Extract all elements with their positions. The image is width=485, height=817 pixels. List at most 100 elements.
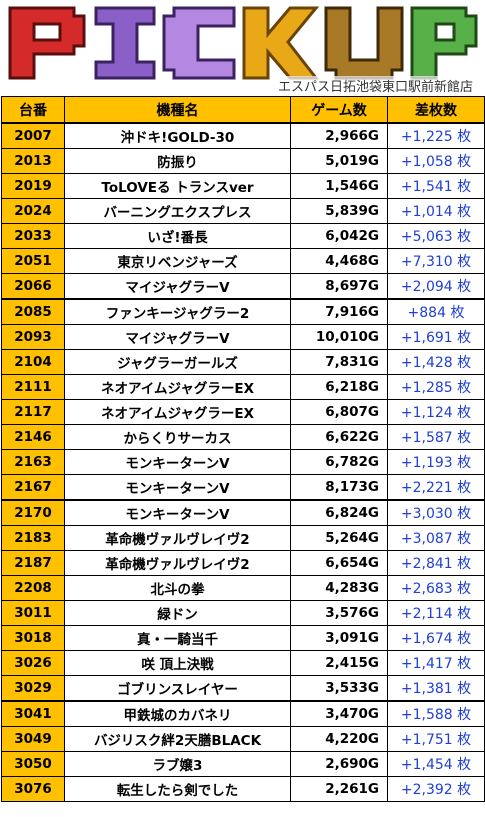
machine-number: 2170 [1, 499, 65, 526]
machine-number: 3050 [1, 751, 65, 777]
machine-name: 真・一騎当千 [64, 625, 291, 651]
game-count: 3,470G [290, 700, 388, 727]
table-row: 2093 マイジャグラーV 10,010G +1,691 枚 [1, 324, 485, 350]
game-count: 10,010G [290, 324, 388, 350]
table-row: 3050 ラブ嬢3 2,690G +1,454 枚 [1, 751, 485, 777]
coin-difference: +1,541 枚 [387, 173, 485, 199]
game-count: 6,042G [290, 223, 388, 249]
machine-name: バーニングエクスプレス [64, 198, 291, 224]
table-row: 2104 ジャグラーガールズ 7,831G +1,428 枚 [1, 349, 485, 375]
header: エスパス日拓池袋東口駅前新館店 [0, 0, 485, 96]
machine-name: ネオアイムジャグラーEX [64, 399, 291, 425]
col-header-diff: 差枚数 [387, 96, 485, 124]
machine-name: マイジャグラーV [64, 273, 291, 300]
machine-name: ToLOVEる トランスver [64, 173, 291, 199]
logo-letter-u [324, 6, 404, 80]
machine-number: 2146 [1, 424, 65, 450]
coin-difference: +3,030 枚 [387, 499, 485, 526]
game-count: 8,173G [290, 474, 388, 501]
store-name: エスパス日拓池袋東口駅前新館店 [275, 76, 475, 95]
coin-difference: +7,310 枚 [387, 248, 485, 274]
game-count: 3,533G [290, 675, 388, 702]
coin-difference: +1,193 枚 [387, 449, 485, 475]
coin-difference: +1,285 枚 [387, 374, 485, 400]
table-row: 2117 ネオアイムジャグラーEX 6,807G +1,124 枚 [1, 399, 485, 425]
machine-number: 2007 [1, 122, 65, 149]
machine-number: 2183 [1, 525, 65, 551]
game-count: 7,916G [290, 298, 388, 325]
table-row: 3049 バジリスク絆2天膳BLACK 4,220G +1,751 枚 [1, 726, 485, 752]
col-header-games: ゲーム数 [290, 96, 388, 124]
machine-name: ネオアイムジャグラーEX [64, 374, 291, 400]
table-row: 3026 咲 頂上決戦 2,415G +1,417 枚 [1, 650, 485, 676]
machine-number: 2051 [1, 248, 65, 274]
logo-letter-p2 [410, 6, 478, 80]
coin-difference: +1,674 枚 [387, 625, 485, 651]
machine-number: 2117 [1, 399, 65, 425]
machine-name: 北斗の拳 [64, 575, 291, 601]
table-row: 3029 ゴブリンスレイヤー 3,533G +1,381 枚 [1, 675, 485, 702]
machine-name: モンキーターンV [64, 474, 291, 501]
logo-letter-i [94, 6, 156, 80]
machine-name: 転生したら剣でした [64, 776, 291, 802]
game-count: 6,654G [290, 550, 388, 576]
table-row: 3041 甲鉄城のカバネリ 3,470G +1,588 枚 [1, 700, 485, 727]
table-row: 2146 からくりサーカス 6,622G +1,587 枚 [1, 424, 485, 450]
machine-number: 2033 [1, 223, 65, 249]
game-count: 6,807G [290, 399, 388, 425]
game-count: 4,468G [290, 248, 388, 274]
game-count: 2,690G [290, 751, 388, 777]
machine-name: からくりサーカス [64, 424, 291, 450]
table-row: 2208 北斗の拳 4,283G +2,683 枚 [1, 575, 485, 601]
machine-number: 2085 [1, 298, 65, 325]
table-row: 2085 ファンキージャグラー2 7,916G +884 枚 [1, 298, 485, 325]
machine-number: 2111 [1, 374, 65, 400]
machine-number: 2024 [1, 198, 65, 224]
game-count: 6,782G [290, 449, 388, 475]
machine-name: マイジャグラーV [64, 324, 291, 350]
coin-difference: +884 枚 [387, 298, 485, 325]
table-row: 2167 モンキーターンV 8,173G +2,221 枚 [1, 474, 485, 501]
table-header-row: 台番 機種名 ゲーム数 差枚数 [1, 96, 485, 124]
logo-letter-p [8, 6, 86, 80]
coin-difference: +1,417 枚 [387, 650, 485, 676]
table-row: 2019 ToLOVEる トランスver 1,546G +1,541 枚 [1, 173, 485, 199]
table-row: 3018 真・一騎当千 3,091G +1,674 枚 [1, 625, 485, 651]
col-header-num: 台番 [1, 96, 65, 124]
machine-name: ジャグラーガールズ [64, 349, 291, 375]
game-count: 1,546G [290, 173, 388, 199]
game-count: 4,220G [290, 726, 388, 752]
machine-number: 2066 [1, 273, 65, 300]
game-count: 8,697G [290, 273, 388, 300]
machine-name: 革命機ヴァルヴレイヴ2 [64, 550, 291, 576]
game-count: 5,839G [290, 198, 388, 224]
table-row: 2013 防振り 5,019G +1,058 枚 [1, 148, 485, 174]
coin-difference: +1,381 枚 [387, 675, 485, 702]
machine-number: 3018 [1, 625, 65, 651]
table-row: 2183 革命機ヴァルヴレイヴ2 5,264G +3,087 枚 [1, 525, 485, 551]
table-row: 3076 転生したら剣でした 2,261G +2,392 枚 [1, 776, 485, 802]
coin-difference: +2,094 枚 [387, 273, 485, 300]
coin-difference: +2,221 枚 [387, 474, 485, 501]
machine-name: 甲鉄城のカバネリ [64, 700, 291, 727]
coin-difference: +2,114 枚 [387, 600, 485, 626]
machine-number: 2093 [1, 324, 65, 350]
game-count: 3,091G [290, 625, 388, 651]
game-count: 5,019G [290, 148, 388, 174]
coin-difference: +5,063 枚 [387, 223, 485, 249]
table-row: 2051 東京リベンジャーズ 4,468G +7,310 枚 [1, 248, 485, 274]
coin-difference: +1,751 枚 [387, 726, 485, 752]
machine-number: 3026 [1, 650, 65, 676]
table-row: 2163 モンキーターンV 6,782G +1,193 枚 [1, 449, 485, 475]
table-row: 2007 沖ドキ!GOLD-30 2,966G +1,225 枚 [1, 122, 485, 149]
coin-difference: +1,014 枚 [387, 198, 485, 224]
machine-name: 東京リベンジャーズ [64, 248, 291, 274]
game-count: 3,576G [290, 600, 388, 626]
game-count: 4,283G [290, 575, 388, 601]
coin-difference: +3,087 枚 [387, 525, 485, 551]
coin-difference: +1,587 枚 [387, 424, 485, 450]
table-row: 2024 バーニングエクスプレス 5,839G +1,014 枚 [1, 198, 485, 224]
game-count: 6,218G [290, 374, 388, 400]
coin-difference: +1,691 枚 [387, 324, 485, 350]
machine-name: 革命機ヴァルヴレイヴ2 [64, 525, 291, 551]
